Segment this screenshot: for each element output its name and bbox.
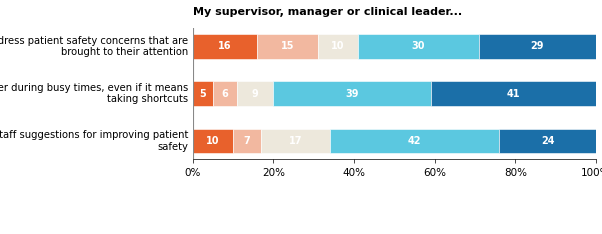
Bar — [430, 81, 596, 106]
Text: 29: 29 — [531, 41, 544, 51]
Text: 10: 10 — [206, 136, 220, 146]
Bar — [261, 128, 330, 153]
Bar — [193, 81, 213, 106]
Bar — [193, 128, 233, 153]
Text: 15: 15 — [281, 41, 294, 51]
Text: 17: 17 — [289, 136, 302, 146]
Text: 9: 9 — [252, 89, 258, 99]
Bar — [479, 34, 596, 59]
Text: 16: 16 — [218, 41, 232, 51]
Bar — [330, 128, 499, 153]
Legend: Strongly Disagree, Disagree, Neither Agree nor Disagree, Agree, Strongly Agree: Strongly Disagree, Disagree, Neither Agr… — [163, 232, 602, 234]
Bar — [273, 81, 430, 106]
Bar — [213, 81, 237, 106]
Text: 10: 10 — [331, 41, 344, 51]
Bar — [499, 128, 596, 153]
Text: 7: 7 — [244, 136, 250, 146]
Bar — [358, 34, 479, 59]
Bar — [318, 34, 358, 59]
Text: 24: 24 — [541, 136, 554, 146]
Text: 30: 30 — [412, 41, 425, 51]
Bar — [237, 81, 273, 106]
Text: 39: 39 — [345, 89, 359, 99]
Text: 41: 41 — [506, 89, 520, 99]
Text: 6: 6 — [222, 89, 228, 99]
Bar — [257, 34, 318, 59]
Text: My supervisor, manager or clinical leader...: My supervisor, manager or clinical leade… — [193, 7, 462, 17]
Bar — [193, 34, 257, 59]
Bar — [233, 128, 261, 153]
Text: 42: 42 — [408, 136, 421, 146]
Text: 5: 5 — [199, 89, 206, 99]
